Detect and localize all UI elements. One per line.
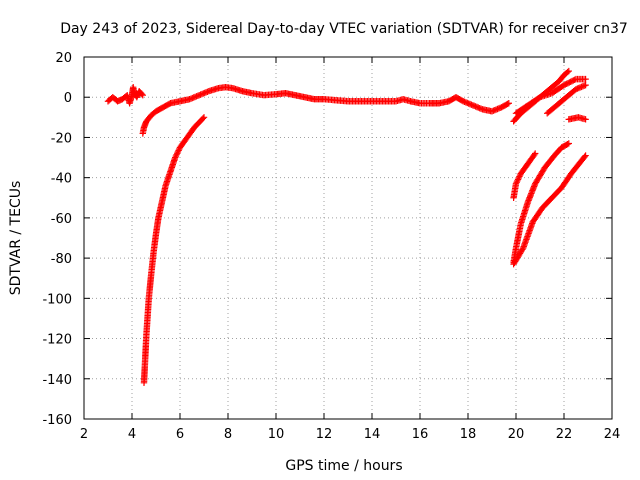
data-point <box>516 173 523 180</box>
plot-frame <box>83 56 613 420</box>
x-axis-label: GPS time / hours <box>285 458 402 474</box>
y-tick-label: -140 <box>42 373 72 388</box>
y-tick-label: -40 <box>51 172 72 187</box>
data-point <box>515 174 522 182</box>
y-tick-label: -20 <box>51 131 72 146</box>
y-tick-label: -100 <box>42 292 72 307</box>
data-point <box>139 92 146 99</box>
x-tick-label: 8 <box>224 427 232 442</box>
data-point <box>565 67 572 75</box>
y-tick-label: -80 <box>51 252 72 267</box>
data-point <box>174 150 181 157</box>
data-point <box>582 75 589 83</box>
series-morning-rise <box>140 114 208 386</box>
grid <box>84 57 612 419</box>
x-tick-label: 24 <box>604 427 621 442</box>
y-tick-label: -160 <box>42 413 72 428</box>
x-tick-label: 6 <box>176 427 184 442</box>
series-early-arc <box>104 83 146 107</box>
data-point <box>172 152 180 160</box>
data-point <box>514 176 522 183</box>
data-point <box>514 177 521 185</box>
y-axis-ticks: 20 0 -20 -40 -60 -80 -100 -120 -140 -160 <box>42 51 612 428</box>
y-axis-label: SDTVAR / TECUs <box>8 181 24 296</box>
data-point <box>565 140 572 147</box>
x-tick-label: 16 <box>412 427 429 442</box>
data-point <box>200 114 208 121</box>
data-point <box>513 179 520 186</box>
y-tick-label: 0 <box>64 91 72 106</box>
series-late-upper-2 <box>512 75 589 117</box>
series-late-lower-3 <box>510 152 589 268</box>
data-point <box>504 100 511 108</box>
x-tick-label: 20 <box>508 427 525 442</box>
data-point <box>564 140 571 148</box>
data-point <box>564 68 571 76</box>
data-point <box>582 81 589 89</box>
data-point <box>532 150 539 157</box>
series-late-lower-1 <box>510 150 539 201</box>
data-point <box>581 153 588 160</box>
x-tick-label: 22 <box>556 427 573 442</box>
data-point <box>174 148 182 156</box>
y-tick-label: -120 <box>42 333 72 348</box>
data-point <box>505 100 512 107</box>
x-tick-label: 18 <box>460 427 477 442</box>
x-tick-label: 10 <box>268 427 285 442</box>
chart-title: Day 243 of 2023, Sidereal Day-to-day VTE… <box>60 21 628 37</box>
data-marks <box>104 67 589 386</box>
x-tick-label: 4 <box>128 427 136 442</box>
data-point <box>138 91 146 98</box>
x-tick-label: 14 <box>364 427 381 442</box>
series-late-upper-4 <box>565 114 589 123</box>
data-point <box>199 115 207 122</box>
data-point <box>175 147 182 154</box>
y-tick-label: -60 <box>51 212 72 227</box>
x-tick-label: 2 <box>80 427 88 442</box>
series-late-lower-2 <box>510 140 572 266</box>
data-point <box>531 151 538 158</box>
data-point <box>172 154 179 161</box>
data-point <box>512 180 520 187</box>
series-main-arc <box>139 83 512 137</box>
data-point <box>582 116 589 123</box>
data-point <box>582 152 589 159</box>
data-point <box>173 151 180 158</box>
series-late-upper-3 <box>544 81 589 117</box>
data-point <box>571 76 578 83</box>
x-axis-ticks: 2 4 6 8 10 12 14 16 18 20 22 24 <box>80 57 620 442</box>
x-tick-label: 12 <box>316 427 333 442</box>
data-point <box>519 246 526 253</box>
y-tick-label: 20 <box>55 51 72 66</box>
